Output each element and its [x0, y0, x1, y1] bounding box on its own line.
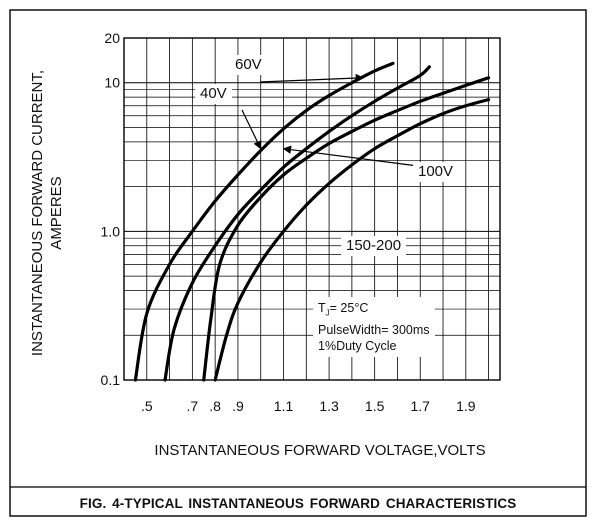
arrow-40v: [241, 109, 262, 150]
figure-caption: FIG. 4-TYPICAL INSTANTANEOUS FORWARD CHA…: [79, 495, 517, 511]
test-conditions: TJ= 25°C PulseWidth= 300ms 1%Duty Cycle: [313, 297, 435, 357]
condition-tj-subscript: J: [325, 308, 330, 318]
curve-label-100v: 100V: [413, 162, 459, 182]
y-tick-label: 20: [104, 30, 120, 46]
curve-label-40v: 40V: [195, 84, 232, 104]
condition-duty-cycle: 1%Duty Cycle: [318, 338, 397, 353]
y-axis-label-line-2: AMPERES: [48, 175, 65, 250]
condition-pulse-width: PulseWidth= 300ms: [318, 322, 430, 337]
curve-label-60v: 60V: [230, 55, 267, 75]
series-curve-60v: [163, 65, 431, 382]
condition-tj-unit: °C: [354, 301, 369, 315]
y-axis-label: INSTANTANEOUS FORWARD CURRENT, AMPERES: [14, 40, 80, 385]
plot-frame: [123, 37, 501, 381]
figure-border: [9, 9, 587, 517]
y-tick-label: 1.0: [101, 223, 121, 239]
series-curve-150-200: [213, 98, 491, 382]
curve-label-150-200: 150-200: [341, 236, 407, 256]
x-tick-label: .9: [232, 398, 244, 414]
x-tick-label: 1.3: [319, 398, 339, 414]
x-tick-label: .5: [141, 398, 153, 414]
x-tick-label: 1.1: [274, 398, 294, 414]
x-axis-label: INSTANTANEOUS FORWARD VOLTAGE,VOLTS: [154, 442, 486, 459]
x-tick-label: .7: [187, 398, 199, 414]
condition-tj-value: = 25: [329, 301, 355, 315]
series-curve-40v: [133, 61, 395, 382]
x-tick-label: .8: [209, 398, 221, 414]
series-curve-100v: [202, 76, 491, 382]
label-arrows: [241, 73, 419, 167]
grid: [124, 38, 500, 380]
tick-labels: .5 .7 .8 .9 1.1 1.3 1.5 1.7 1.9 0.1 1.0 10 20: [101, 30, 476, 414]
condition-tj: TJ= 25°C: [318, 300, 430, 322]
y-tick-label: 0.1: [101, 372, 121, 388]
series-curves: [133, 61, 491, 382]
arrow-60v: [259, 73, 365, 83]
condition-tj-symbol: T: [318, 301, 326, 315]
x-tick-label: 1.7: [411, 398, 431, 414]
x-tick-label: 1.5: [365, 398, 385, 414]
arrow-100v: [282, 145, 419, 167]
x-tick-label: 1.9: [456, 398, 476, 414]
y-axis-label-line-1: INSTANTANEOUS FORWARD CURRENT,: [29, 69, 46, 356]
y-tick-label: 10: [104, 75, 120, 91]
